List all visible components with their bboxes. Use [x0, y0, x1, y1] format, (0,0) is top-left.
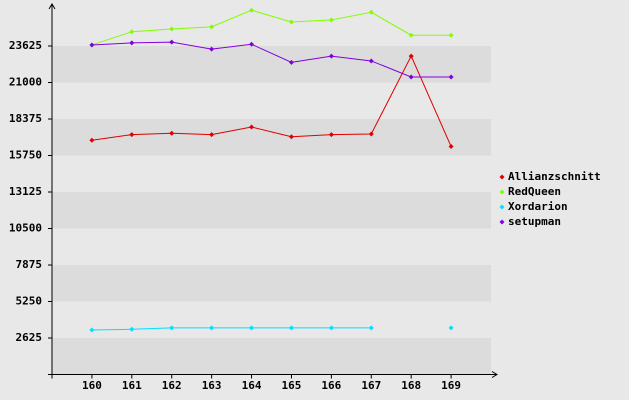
y-tick-label: 21000 [9, 76, 42, 89]
x-tick-label: 167 [361, 379, 381, 392]
grid-band [52, 46, 491, 83]
series-line [91, 9, 452, 46]
x-tick-label: 168 [401, 379, 421, 392]
legend-marker [499, 189, 505, 195]
grid-band [52, 338, 491, 375]
point [328, 17, 334, 23]
point [328, 325, 334, 331]
point [328, 132, 334, 138]
point [129, 40, 135, 46]
x-tick-label: 165 [282, 379, 302, 392]
y-tick-label: 23625 [9, 39, 42, 52]
point [129, 29, 135, 35]
point [448, 325, 454, 331]
x-tick-label: 160 [82, 379, 102, 392]
point [288, 59, 294, 65]
point [169, 130, 175, 136]
point [209, 132, 215, 138]
y-tick-label: 18375 [9, 112, 42, 125]
point [169, 39, 175, 45]
point [328, 53, 334, 59]
x-tick-label: 162 [162, 379, 182, 392]
legend-marker [499, 174, 505, 180]
point [129, 132, 135, 138]
legend-marker [499, 204, 505, 210]
point [368, 9, 374, 15]
x-tick-label: 163 [202, 379, 222, 392]
y-tick-label: 10500 [9, 222, 42, 235]
legend-label: setupman [508, 215, 561, 228]
y-tick-label: 5250 [16, 295, 43, 308]
x-tick-label: 161 [122, 379, 142, 392]
y-arrow [48, 3, 56, 10]
point [408, 74, 414, 80]
series-line [91, 41, 452, 78]
point [288, 134, 294, 140]
point [368, 325, 374, 331]
y-tick-label: 2625 [16, 331, 43, 344]
grid-band [52, 119, 491, 156]
point [288, 325, 294, 331]
point [129, 326, 135, 332]
point [368, 131, 374, 137]
legend-label: Allianzschnitt [508, 170, 601, 183]
grid-band [52, 265, 491, 302]
point [169, 325, 175, 331]
point [408, 32, 414, 38]
grid-band [52, 192, 491, 229]
point [249, 325, 255, 331]
point [169, 26, 175, 32]
x-arrow [491, 371, 498, 378]
point [368, 58, 374, 64]
legend-label: RedQueen [508, 185, 561, 198]
x-tick-label: 164 [242, 379, 262, 392]
point [408, 53, 414, 59]
y-tick-label: 15750 [9, 149, 42, 162]
x-tick-label: 169 [441, 379, 461, 392]
point [209, 24, 215, 30]
point [448, 74, 454, 80]
point [249, 7, 255, 13]
point [448, 143, 454, 149]
point [89, 327, 95, 333]
y-tick-label: 13125 [9, 185, 42, 198]
point [249, 41, 255, 47]
point [89, 137, 95, 143]
point [89, 42, 95, 48]
point [209, 46, 215, 52]
point [288, 19, 294, 25]
point [209, 325, 215, 331]
point [448, 32, 454, 38]
legend-label: Xordarion [508, 200, 568, 213]
x-tick-label: 166 [321, 379, 341, 392]
legend-marker [499, 219, 505, 225]
series-line [91, 54, 452, 147]
y-tick-label: 7875 [16, 258, 43, 271]
point [249, 124, 255, 130]
series-line [91, 327, 372, 331]
